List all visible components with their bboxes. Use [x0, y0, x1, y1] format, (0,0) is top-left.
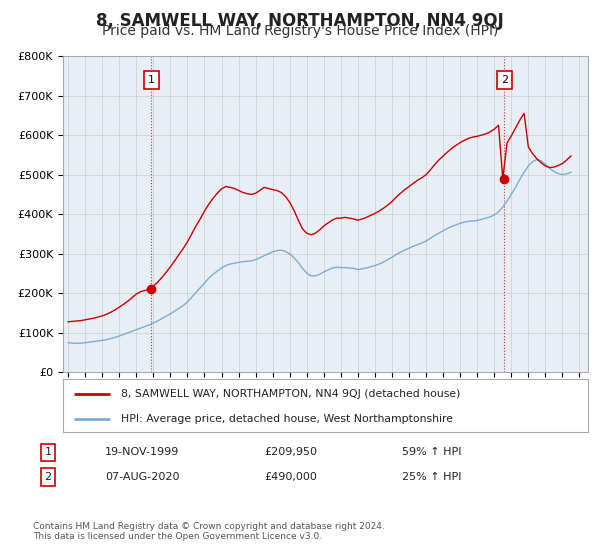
Text: 1: 1 — [44, 447, 52, 458]
Text: HPI: Average price, detached house, West Northamptonshire: HPI: Average price, detached house, West… — [121, 414, 453, 424]
Text: Price paid vs. HM Land Registry's House Price Index (HPI): Price paid vs. HM Land Registry's House … — [102, 24, 498, 38]
Text: 59% ↑ HPI: 59% ↑ HPI — [402, 447, 461, 458]
Text: 25% ↑ HPI: 25% ↑ HPI — [402, 472, 461, 482]
Text: Contains HM Land Registry data © Crown copyright and database right 2024.
This d: Contains HM Land Registry data © Crown c… — [33, 522, 385, 542]
Text: 2: 2 — [44, 472, 52, 482]
Text: £209,950: £209,950 — [264, 447, 317, 458]
Text: 07-AUG-2020: 07-AUG-2020 — [105, 472, 179, 482]
Text: 8, SAMWELL WAY, NORTHAMPTON, NN4 9QJ: 8, SAMWELL WAY, NORTHAMPTON, NN4 9QJ — [96, 12, 504, 30]
Text: £490,000: £490,000 — [264, 472, 317, 482]
Text: 2: 2 — [501, 74, 508, 85]
Text: 19-NOV-1999: 19-NOV-1999 — [105, 447, 179, 458]
Text: 8, SAMWELL WAY, NORTHAMPTON, NN4 9QJ (detached house): 8, SAMWELL WAY, NORTHAMPTON, NN4 9QJ (de… — [121, 389, 460, 399]
Text: 1: 1 — [148, 74, 155, 85]
